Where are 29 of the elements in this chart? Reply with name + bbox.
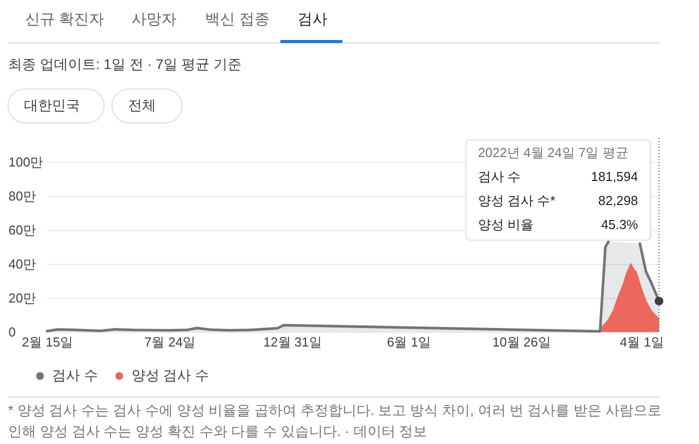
annotation: 45.3% [601,217,638,232]
x-tick-label: 4월 1일 [620,334,664,350]
text: * 양성 검사 수는 검사 수에 양성 비율을 곱하여 추정합니다. 보고 방식 차이, 여러 번 검사를 받은 사람으로 인해 양성 검사 수는 양성 확진 수와 다를 수 있습니다. · 데이터 정보 [8,402,662,439]
annotation: 검사 수 [478,169,521,184]
chart-subtitle: 최종 업데이트: 1일 전 · 7일 평균 기준 [8,56,242,72]
annotation: 양성 비율 [478,217,534,232]
legend-label: 검사 수 [52,367,98,383]
y-tick-label: 0 [8,324,16,340]
annotation: 2022년 4월 24일 7일 평균 [478,145,628,160]
text: 백신 접종 [205,11,270,28]
x-tick-label: 7월 24일 [144,334,196,350]
text: 신규 확진자 [25,11,104,28]
annotation: 181,594 [591,169,638,184]
text: 대한민국 [24,97,80,113]
chart-title: 검사 [297,11,328,28]
y-tick-label: 20만 [8,290,36,306]
legend-label: 양성 검사 수 [131,367,210,383]
x-tick-label: 10월 26일 [492,334,551,350]
y-tick-label: 60만 [8,222,36,238]
text: 사망자 [131,11,176,28]
x-tick-label: 6월 1일 [386,334,432,350]
x-tick-label: 12월 31일 [263,334,322,350]
y-tick-label: 100만 [8,154,44,170]
annotation: 양성 검사 수* [478,193,556,208]
y-tick-label: 80만 [8,188,36,204]
annotation: 82,298 [598,193,638,208]
text: 전체 [128,97,156,113]
x-tick-label: 2월 15일 [22,334,74,350]
y-tick-label: 40만 [8,256,36,272]
